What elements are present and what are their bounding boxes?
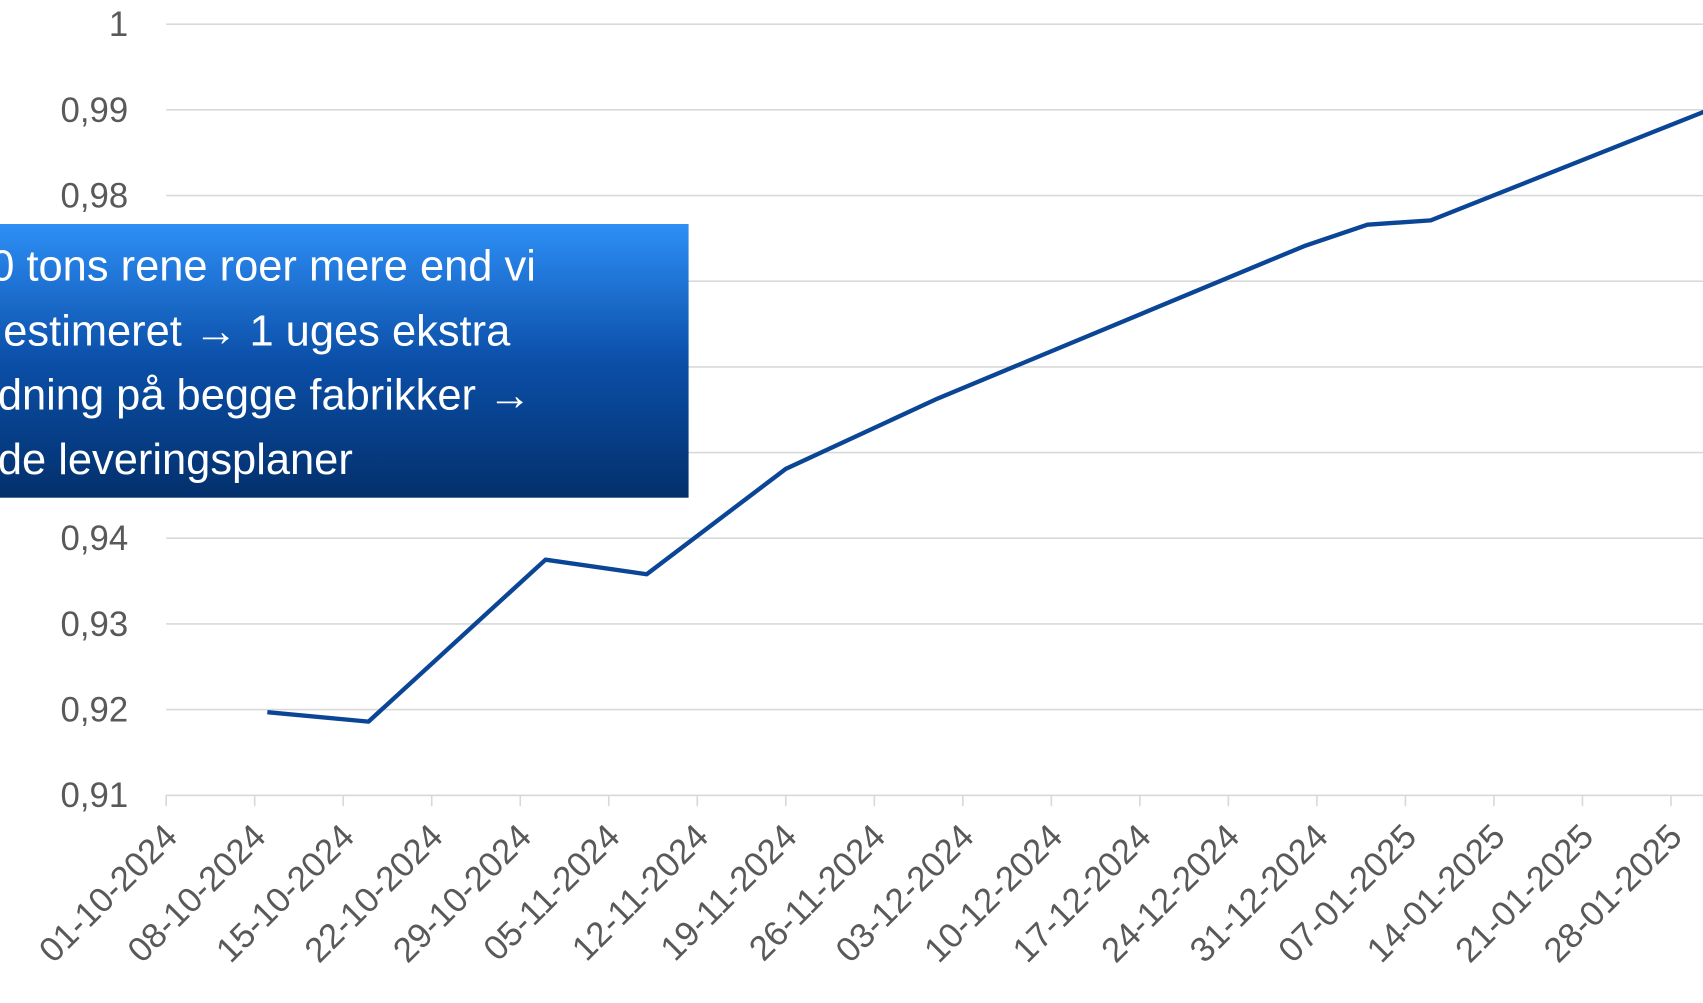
annotation-line: de leveringsplaner [0, 436, 353, 484]
y-tick-label: 0,93 [61, 606, 129, 644]
annotation-line: dning på begge fabrikker → [0, 372, 531, 420]
annotation: 0 tons rene roer mere end vi estimeret →… [0, 224, 689, 498]
annotation-box [0, 224, 689, 498]
plot [267, 109, 1703, 724]
y-tick-label: 0,94 [61, 520, 129, 558]
y-tick-label: 0,98 [61, 177, 129, 215]
y-tick-label: 1 [109, 6, 128, 44]
y-tick-label: 0,99 [61, 92, 129, 130]
y-tick-label: 0,92 [61, 692, 129, 730]
annotation-line: estimeret → 1 uges ekstra [3, 308, 511, 356]
annotation-line: 0 tons rene roer mere end vi [0, 242, 536, 290]
line [267, 109, 1703, 724]
y-tick-label: 0,91 [61, 777, 129, 815]
